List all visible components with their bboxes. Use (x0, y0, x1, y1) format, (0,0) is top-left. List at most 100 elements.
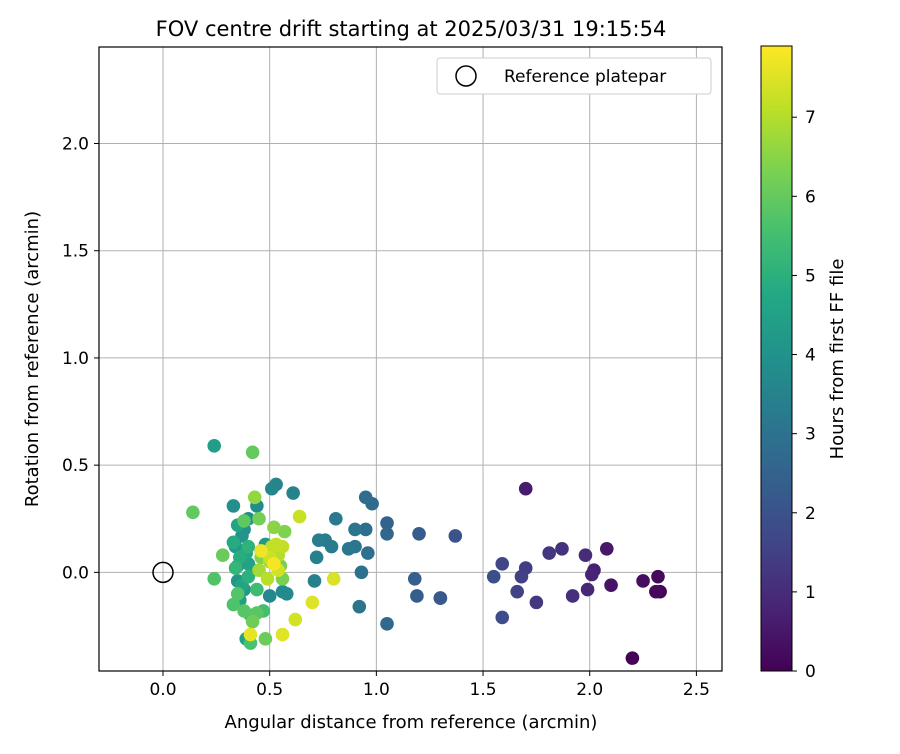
data-point (555, 541, 569, 556)
data-point (258, 632, 273, 646)
data-point (226, 535, 241, 550)
data-point (305, 595, 320, 610)
colorbar-tick-label: 7 (805, 108, 816, 128)
colorbar-tick-label: 6 (805, 187, 816, 207)
chart-title: FOV centre drift starting at 2025/03/31 … (156, 17, 667, 41)
data-point (277, 524, 292, 539)
data-point (245, 445, 260, 460)
colorbar-tick-label: 4 (805, 346, 816, 366)
data-point (237, 514, 251, 528)
x-tick-label: 0.0 (149, 680, 176, 700)
data-point (215, 548, 230, 563)
y-tick-label: 2.0 (62, 134, 89, 154)
reference-platepar-marker (152, 561, 174, 584)
colorbar-label: Hours from first FF file (827, 259, 848, 460)
data-point (651, 569, 665, 584)
y-axis-label: Rotation from reference (arcmin) (22, 211, 43, 507)
data-point (265, 481, 279, 496)
colorbar-tick-label: 3 (805, 425, 816, 445)
data-point (358, 522, 373, 537)
data-point (354, 565, 369, 580)
y-axis-ticks: 0.0 0.5 1.0 1.5 2.0 (62, 134, 99, 583)
data-point (288, 612, 303, 627)
colorbar-tick-label: 2 (805, 504, 816, 524)
data-point (262, 589, 277, 603)
data-point (254, 544, 268, 558)
grid-lines (99, 47, 722, 671)
data-point (186, 505, 200, 520)
data-point (361, 546, 375, 560)
colorbar-ticks: 0 1 2 3 4 5 6 7 (792, 108, 816, 682)
data-point (207, 571, 222, 586)
data-point (578, 548, 593, 563)
data-point (565, 589, 580, 603)
colorbar-gradient (760, 45, 793, 672)
data-point (307, 574, 322, 588)
data-point (226, 499, 241, 513)
data-point (448, 529, 463, 543)
data-point (407, 571, 422, 586)
data-point (292, 509, 307, 524)
colorbar-tick-label: 1 (805, 583, 816, 603)
x-tick-label: 2.5 (683, 680, 710, 700)
data-point (275, 627, 290, 642)
data-point (207, 439, 222, 453)
legend-reference-marker (455, 65, 477, 87)
data-point (326, 571, 341, 586)
y-tick-label: 1.0 (62, 349, 89, 369)
y-tick-label: 0.0 (62, 563, 89, 583)
data-point (241, 539, 256, 554)
data-point (329, 511, 343, 526)
data-point (604, 578, 618, 593)
data-point (311, 533, 326, 547)
data-point (433, 591, 448, 605)
data-point (269, 537, 283, 552)
data-point (245, 614, 260, 629)
data-point (649, 584, 663, 599)
y-tick-label: 1.5 (62, 242, 89, 262)
x-tick-label: 1.5 (470, 680, 497, 700)
data-point (267, 520, 281, 535)
data-point (495, 556, 510, 571)
colorbar: 0 1 2 3 4 5 6 7 Hours from first FF file (760, 45, 848, 682)
data-point (233, 550, 247, 565)
data-point (252, 511, 266, 526)
x-axis-ticks: 0.0 0.5 1.0 1.5 2.0 2.5 (149, 671, 710, 700)
data-point (410, 589, 424, 603)
plot-area-frame (98, 46, 723, 672)
data-point (247, 490, 262, 505)
data-point (252, 563, 266, 578)
data-point (412, 526, 426, 541)
data-point (260, 571, 275, 586)
colorbar-tick-label: 5 (805, 266, 816, 286)
legend-box (436, 57, 712, 95)
data-point (380, 617, 394, 631)
data-point (352, 599, 367, 614)
colorbar-tick-label: 0 (805, 662, 816, 682)
data-point (275, 584, 290, 599)
data-point (341, 541, 356, 556)
data-point (542, 546, 556, 560)
x-tick-label: 1.0 (363, 680, 390, 700)
x-tick-label: 2.0 (576, 680, 603, 700)
data-point (625, 651, 640, 665)
data-point (529, 595, 544, 610)
data-point (230, 587, 245, 601)
data-point (495, 610, 510, 625)
data-point (243, 627, 258, 642)
legend: Reference platepar (436, 57, 712, 95)
data-point (599, 541, 614, 556)
data-point (226, 597, 241, 612)
data-point (237, 604, 251, 618)
data-point (358, 490, 373, 505)
y-tick-label: 0.5 (62, 456, 89, 476)
data-point (250, 582, 264, 597)
data-point (286, 486, 300, 500)
data-point (514, 569, 529, 584)
data-point (348, 522, 362, 537)
data-point (267, 556, 281, 571)
x-tick-label: 0.5 (256, 680, 283, 700)
legend-entry-reference-platepar: Reference platepar (504, 67, 666, 87)
